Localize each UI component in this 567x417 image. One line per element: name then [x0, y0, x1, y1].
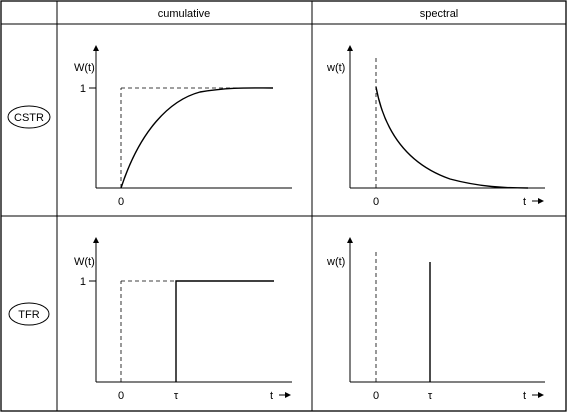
x-tick-label-0: 0 [373, 196, 379, 208]
header-cumulative: cumulative [158, 8, 211, 20]
plot-tfr-spectral: w(t) 0 τ t [326, 237, 545, 402]
row-label-cstr: CSTR [7, 105, 51, 129]
x-axis-label: t [523, 390, 526, 402]
cstr-label: CSTR [14, 112, 44, 124]
x-tick-label-tau: τ [428, 390, 433, 402]
y-axis-label: W(t) [74, 62, 95, 74]
x-tick-label-0: 0 [118, 390, 124, 402]
x-tick-label-0: 0 [373, 390, 379, 402]
tfr-label: TFR [18, 309, 39, 321]
spectral-curve [375, 86, 529, 189]
y-tick-label: 1 [80, 276, 86, 288]
x-tick-label-0: 0 [118, 196, 124, 208]
cstr-label-ellipse [7, 105, 51, 129]
tfr-label-ellipse [8, 302, 50, 326]
y-tick-label: 1 [80, 83, 86, 95]
y-axis-label: W(t) [74, 256, 95, 268]
row-label-tfr: TFR [8, 302, 50, 326]
x-axis-label: t [270, 390, 273, 402]
plot-cstr-spectral: w(t) 0 t [326, 45, 545, 208]
header-spectral: spectral [420, 8, 459, 20]
x-axis-label: t [523, 196, 526, 208]
cumulative-curve [120, 87, 274, 189]
x-tick-label-tau: τ [174, 390, 179, 402]
y-axis-label: w(t) [326, 62, 345, 74]
step-curve [175, 280, 274, 382]
y-axis-label: w(t) [326, 256, 345, 268]
plot-cstr-cumulative: W(t) 1 0 [74, 45, 292, 208]
plot-tfr-cumulative: W(t) 1 0 τ t [74, 237, 292, 402]
